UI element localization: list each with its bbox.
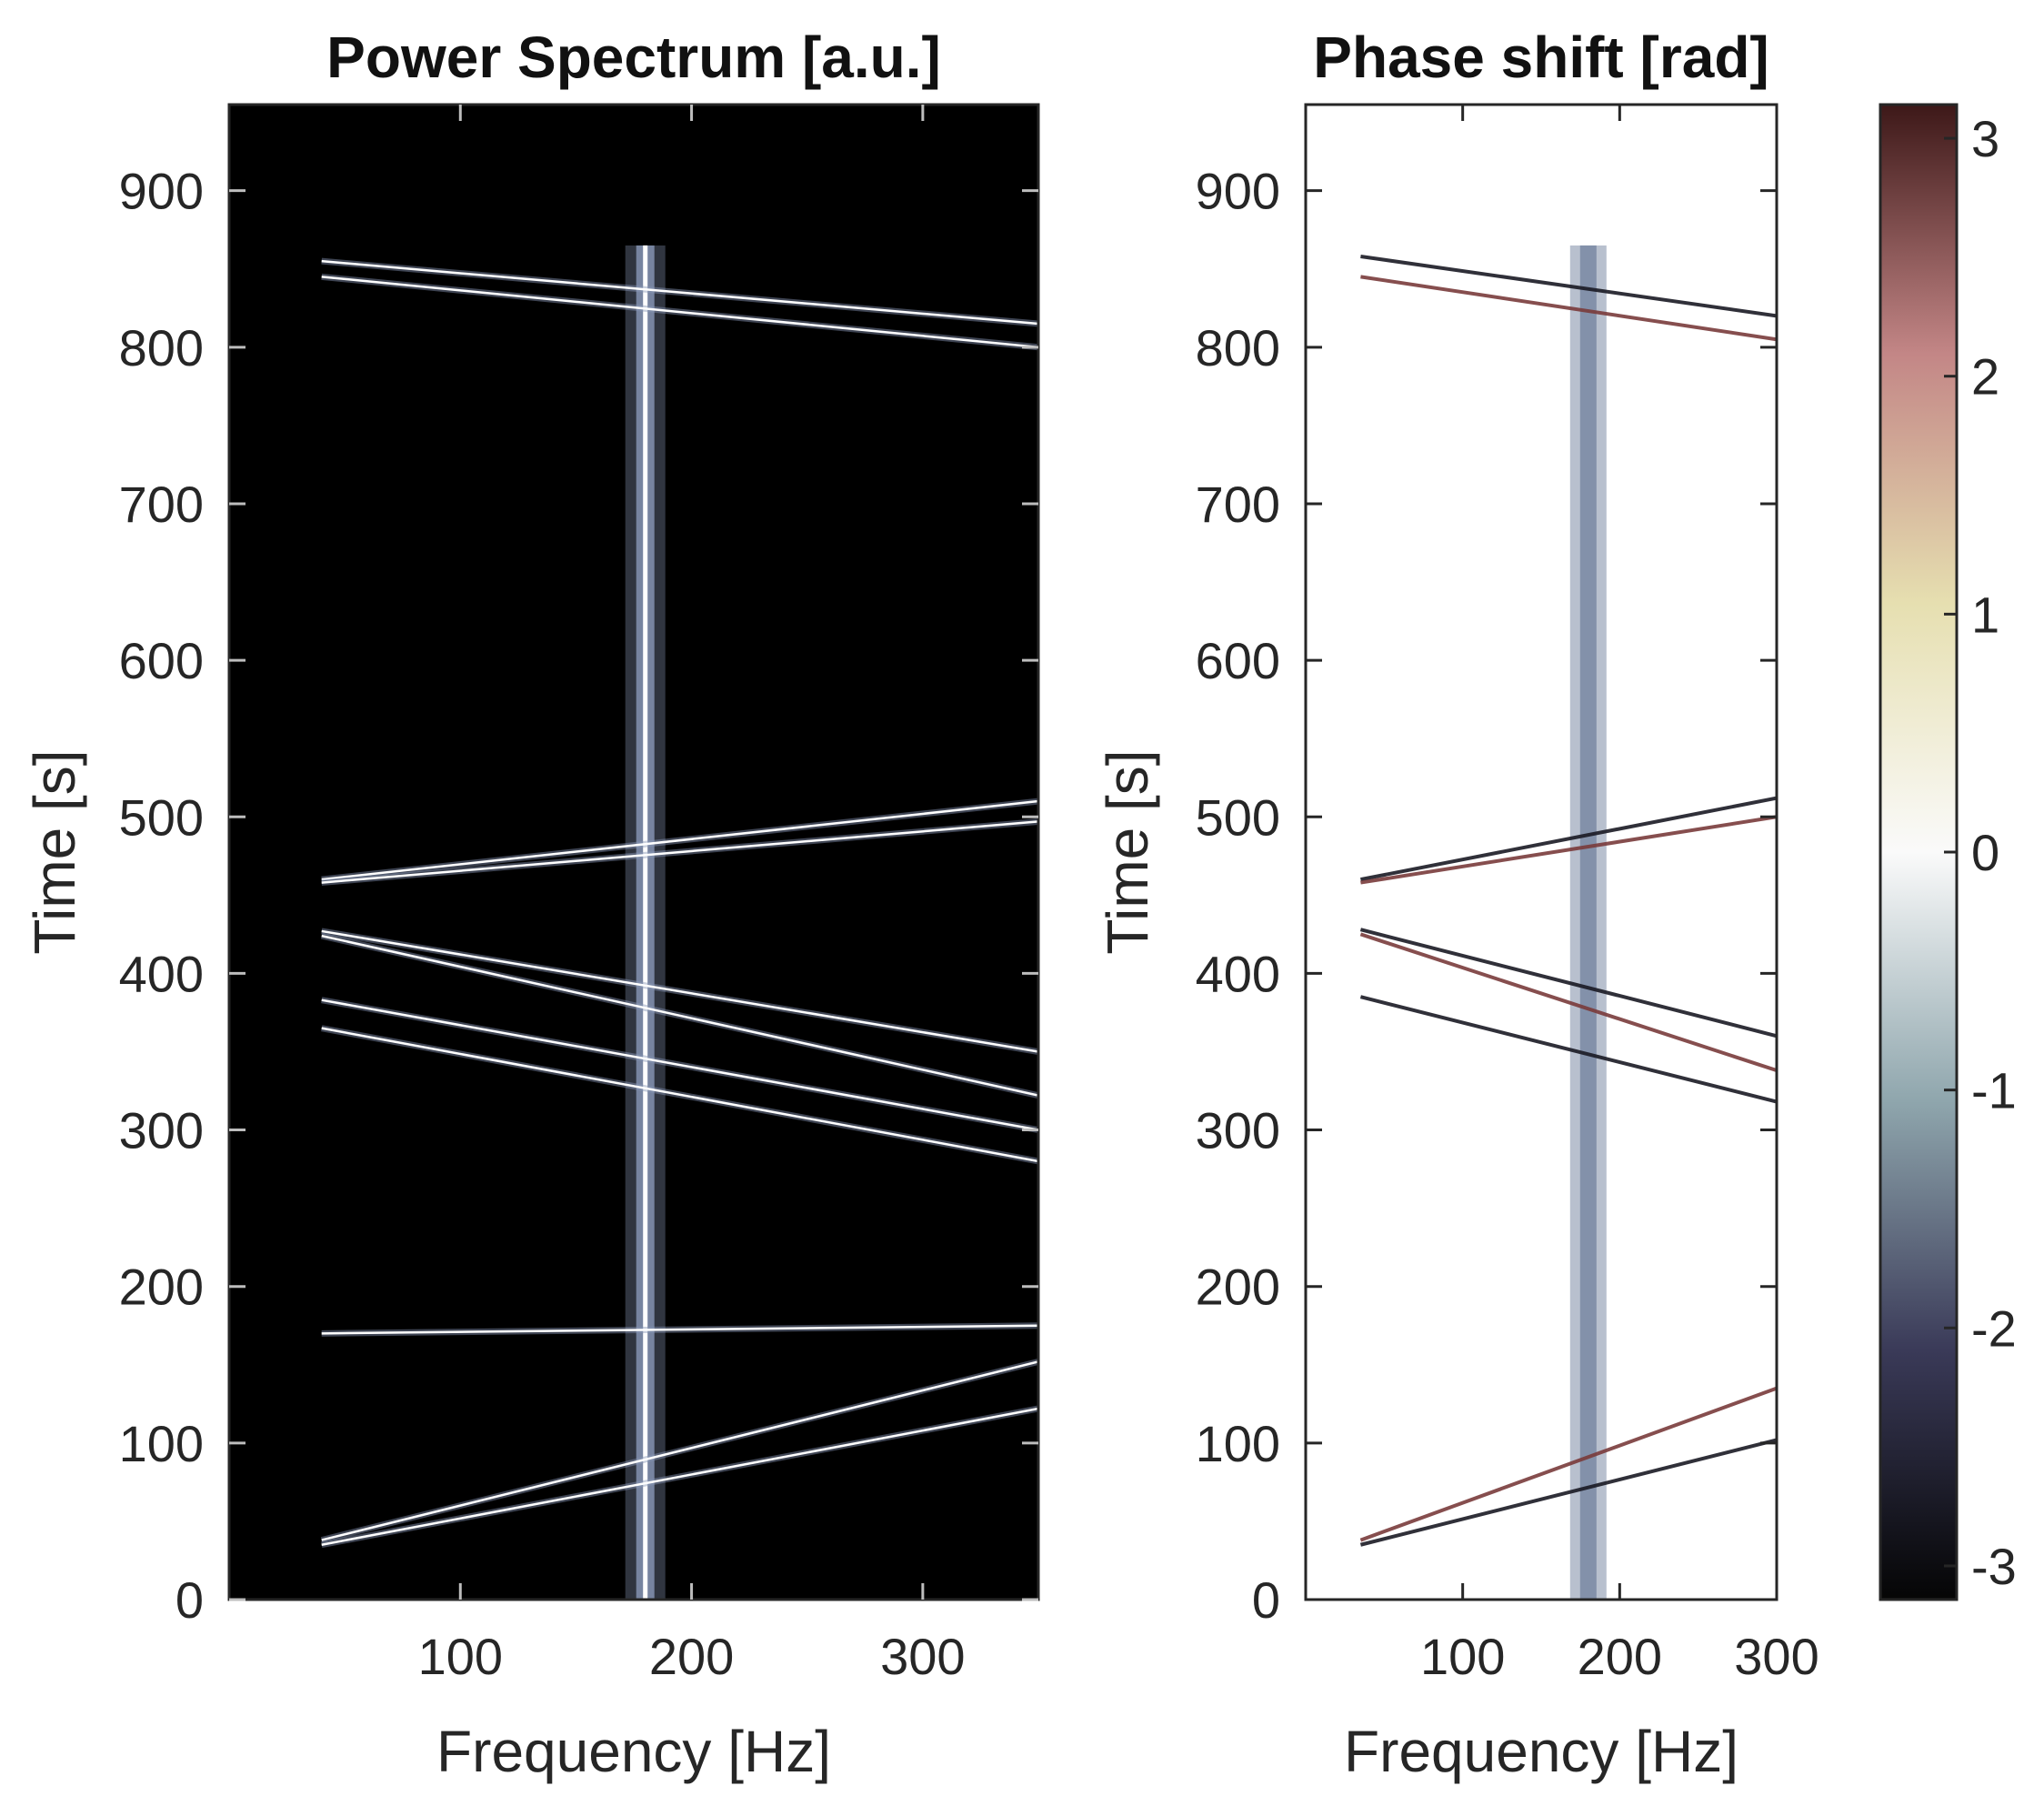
- phase-shift-chirp-line: [1359, 1438, 1777, 1547]
- power-spectrum-ytick-label: 500: [119, 788, 204, 846]
- phase-shift-chirp-line: [1359, 1386, 1777, 1542]
- power-spectrum-chirp-line: [321, 1407, 1038, 1546]
- power-spectrum-chirp-line: [321, 259, 1038, 326]
- power-spectrum-panel: Power Spectrum [a.u.] 0 100 200 300 400 500 60…: [22, 25, 1040, 1784]
- phase-shift-ytick-label: 800: [1196, 319, 1280, 376]
- power-spectrum-frame: [227, 103, 1040, 1601]
- power-spectrum-chirp-line: [321, 1324, 1038, 1335]
- colorbar-tick-label: -1: [1971, 1062, 2017, 1119]
- power-spectrum-xlabel: Frequency [Hz]: [436, 1719, 831, 1784]
- phase-shift-ytick-label: 700: [1196, 476, 1280, 533]
- power-spectrum-ytick-label: 300: [119, 1102, 204, 1159]
- colorbar-tick-label: 0: [1971, 824, 1999, 881]
- power-spectrum-chirp-line: [321, 998, 1038, 1131]
- power-spectrum-ytick-label: 800: [119, 319, 204, 376]
- colorbar-tick-label: -2: [1971, 1299, 2017, 1357]
- phase-shift-ytick-label: 900: [1196, 163, 1280, 220]
- power-spectrum-ytick-label: 700: [119, 476, 204, 533]
- power-spectrum-chirp-line: [321, 799, 1038, 881]
- phase-shift-ticks: 0 100 200 300 400 500 600 700 800 900 100 200 300: [1196, 105, 1819, 1685]
- phase-shift-chirp-line: [1360, 275, 1777, 342]
- phase-shift-xtick-label: 300: [1734, 1628, 1819, 1685]
- phase-shift-plot-area: [1306, 105, 1777, 1600]
- power-spectrum-ylabel: Time [s]: [22, 749, 87, 954]
- phase-shift-chirp-line: [1359, 928, 1777, 1038]
- power-spectrum-ytick-label: 600: [119, 632, 204, 689]
- power-spectrum-xtick-label: 200: [649, 1628, 734, 1685]
- phase-shift-chirp-line: [1359, 995, 1777, 1104]
- phase-shift-ytick-label: 300: [1196, 1102, 1280, 1159]
- phase-shift-frame: [1304, 103, 1778, 1601]
- phase-shift-marks: [1359, 245, 1777, 1600]
- power-spectrum-chirp-line: [321, 1027, 1038, 1163]
- phase-shift-chirp-line: [1359, 932, 1777, 1073]
- power-spectrum-chirp-line: [321, 934, 1038, 1097]
- phase-shift-ytick-label: 200: [1196, 1259, 1280, 1316]
- colorbar-tick-label: 2: [1971, 348, 1999, 406]
- phase-shift-xtick-label: 200: [1578, 1628, 1662, 1685]
- phase-shift-chirp-line: [1360, 796, 1777, 882]
- colorbar: 3 2 1 0 -1 -2 -3: [1879, 103, 2017, 1601]
- phase-shift-carrier-band: [1579, 245, 1597, 1600]
- colorbar-ticks: 3 2 1 0 -1 -2 -3: [1944, 110, 2017, 1595]
- phase-shift-xlabel: Frequency [Hz]: [1344, 1719, 1738, 1784]
- colorbar-tick-label: 1: [1971, 586, 1999, 643]
- phase-shift-ytick-label: 600: [1196, 632, 1280, 689]
- phase-shift-ytick-label: 100: [1196, 1415, 1280, 1472]
- colorbar-tick-label: 3: [1971, 110, 1999, 167]
- power-spectrum-ytick-label: 200: [119, 1259, 204, 1316]
- phase-shift-title: Phase shift [rad]: [1313, 25, 1768, 90]
- phase-shift-panel: Phase shift [rad] 0 100 200 300 400 500 600 700…: [1095, 25, 1819, 1784]
- colorbar-tick-label: -3: [1971, 1538, 2017, 1595]
- power-spectrum-chirp-line: [321, 276, 1038, 349]
- power-spectrum-xtick-label: 300: [880, 1628, 965, 1685]
- phase-shift-xtick-label: 100: [1420, 1628, 1505, 1685]
- phase-shift-ytick-label: 0: [1252, 1571, 1280, 1629]
- phase-shift-chirp-line: [1360, 255, 1777, 318]
- power-spectrum-ytick-label: 400: [119, 945, 204, 1002]
- phase-shift-ytick-label: 400: [1196, 945, 1280, 1002]
- power-spectrum-chirp-line: [321, 820, 1038, 884]
- power-spectrum-xtick-label: 100: [418, 1628, 503, 1685]
- phase-shift-chirp-line: [1360, 815, 1777, 885]
- power-spectrum-ytick-label: 0: [175, 1571, 204, 1629]
- phase-shift-ytick-label: 500: [1196, 788, 1280, 846]
- power-spectrum-chirp-line: [321, 929, 1038, 1053]
- phase-shift-ylabel: Time [s]: [1095, 749, 1160, 954]
- power-spectrum-marks: [320, 245, 1038, 1600]
- power-spectrum-ticks: 0 100 200 300 400 500 600 700 800 900 100 200 300: [119, 105, 1038, 1685]
- power-spectrum-ytick-label: 100: [119, 1415, 204, 1472]
- power-spectrum-chirp-line: [321, 1360, 1038, 1541]
- power-spectrum-plot-area: [229, 105, 1038, 1600]
- power-spectrum-ytick-label: 900: [119, 163, 204, 220]
- power-spectrum-title: Power Spectrum [a.u.]: [326, 25, 941, 90]
